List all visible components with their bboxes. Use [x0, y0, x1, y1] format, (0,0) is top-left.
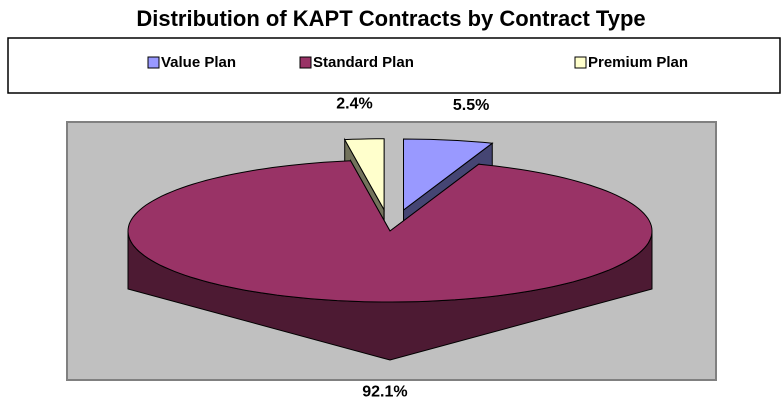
- legend-box: [7, 37, 781, 94]
- legend-swatch: [299, 56, 312, 69]
- chart-title: Distribution of KAPT Contracts by Contra…: [136, 6, 645, 31]
- data-label: 92.1%: [362, 384, 407, 401]
- legend-label: Premium Plan: [588, 54, 688, 71]
- data-label: 2.4%: [336, 95, 372, 112]
- data-label: 5.5%: [453, 97, 489, 114]
- legend-swatch: [147, 56, 160, 69]
- slice: [402, 138, 494, 212]
- legend-label: Standard Plan: [313, 54, 414, 71]
- slice: [127, 160, 653, 303]
- pie: [127, 137, 653, 361]
- legend-swatch: [574, 56, 587, 69]
- legend-label: Value Plan: [161, 54, 236, 71]
- slice: [343, 138, 385, 212]
